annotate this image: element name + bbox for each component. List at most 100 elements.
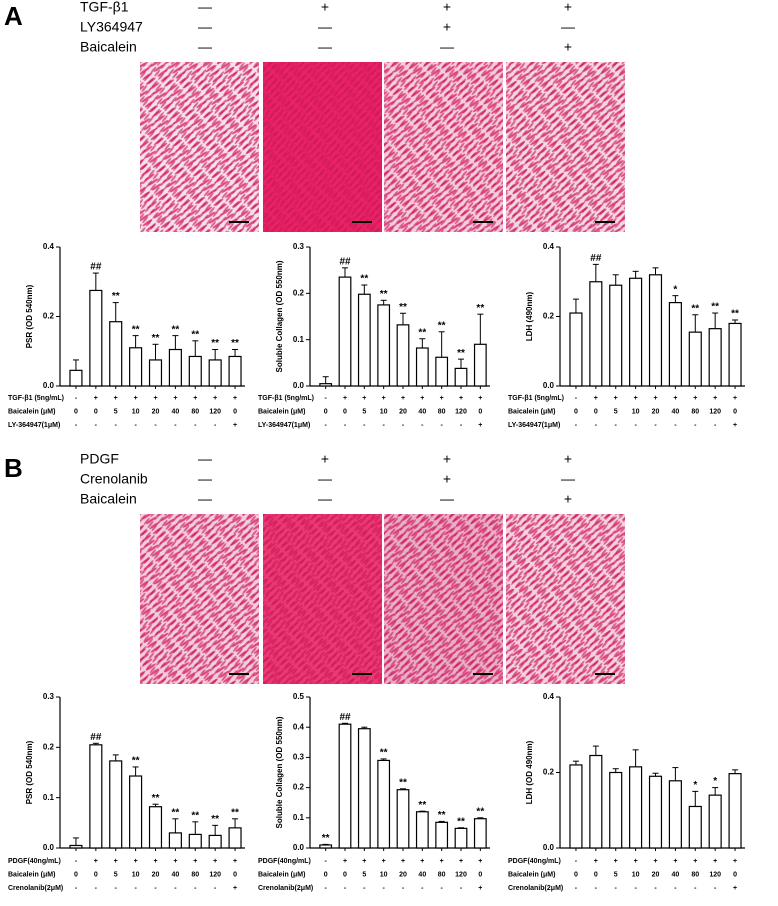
condition-cell: 0: [94, 408, 98, 415]
condition-cell: -: [595, 422, 598, 429]
condition-cell: +: [713, 395, 717, 402]
condition-cell: -: [214, 885, 217, 892]
bar: [668, 780, 682, 849]
treatment-sign: —: [198, 491, 212, 507]
condition-cell: +: [134, 395, 138, 402]
condition-label: PDGF(40ng/mL): [508, 858, 561, 865]
condition-cell: -: [654, 422, 657, 429]
bar: [473, 818, 487, 849]
condition-cell: +: [173, 395, 177, 402]
treatment-sign: +: [564, 39, 572, 55]
condition-cell: 80: [191, 408, 199, 415]
bar: [377, 304, 391, 387]
y-axis-label: PSR (OD 540nm): [25, 740, 34, 804]
y-axis-label: Soluble Collagen (OD 550nm): [275, 716, 284, 828]
condition-cell: -: [460, 422, 463, 429]
treatment-sign: +: [443, 451, 451, 467]
bar: [208, 834, 222, 849]
treatment-sign: +: [564, 0, 572, 15]
condition-cell: -: [95, 422, 98, 429]
micrograph: [506, 514, 625, 684]
condition-cell: +: [382, 395, 386, 402]
condition-cell: -: [575, 422, 578, 429]
significance: **: [457, 816, 465, 827]
condition-cell: +: [233, 885, 237, 892]
significance: *: [673, 284, 677, 295]
y-tick-label: 0.2: [543, 312, 555, 321]
bar: [629, 766, 643, 849]
bar: [338, 276, 352, 387]
significance: ##: [339, 256, 351, 267]
condition-cell: -: [575, 885, 578, 892]
condition-cell: +: [653, 858, 657, 865]
treatment-sign: —: [318, 19, 332, 35]
treatment-name: Baicalein: [80, 491, 137, 507]
treatment-sign: —: [318, 491, 332, 507]
significance: *: [713, 776, 717, 787]
condition-cell: 0: [574, 871, 578, 878]
condition-label: Baicalein (μM): [258, 871, 305, 878]
bar: [648, 274, 663, 387]
condition-cell: 0: [574, 408, 578, 415]
condition-cell: -: [440, 422, 443, 429]
condition-cell: -: [115, 422, 118, 429]
y-axis-label: LDH (490nm): [525, 291, 534, 341]
y-tick-label: 0.5: [293, 692, 305, 701]
condition-cell: +: [614, 395, 618, 402]
condition-cell: 10: [380, 408, 388, 415]
bar: [228, 355, 242, 387]
bar: [589, 281, 603, 387]
condition-cell: +: [173, 858, 177, 865]
significance: **: [152, 333, 160, 344]
condition-cell: +: [213, 858, 217, 865]
condition-cell: -: [75, 885, 78, 892]
y-tick-label: 0.1: [43, 793, 55, 802]
significance: **: [191, 329, 199, 340]
significance: **: [457, 348, 465, 359]
condition-cell: -: [154, 422, 157, 429]
bar: [168, 348, 182, 387]
treatment-sign: +: [564, 451, 572, 467]
condition-cell: -: [134, 422, 137, 429]
micrograph: [263, 62, 382, 232]
condition-cell: -: [324, 858, 327, 865]
significance: **: [731, 309, 739, 320]
bar: [648, 775, 663, 849]
treatment-sign: —: [561, 471, 575, 487]
condition-cell: 40: [171, 408, 179, 415]
condition-cell: 5: [362, 871, 366, 878]
bar: [609, 284, 623, 387]
condition-cell: -: [95, 885, 98, 892]
condition-cell: 0: [343, 871, 347, 878]
condition-label: TGF-β1 (5ng/mL): [258, 395, 314, 402]
condition-cell: 10: [132, 408, 140, 415]
bar: [319, 844, 333, 849]
condition-cell: +: [114, 395, 118, 402]
treatment-sign: —: [440, 491, 454, 507]
condition-cell: -: [694, 422, 697, 429]
bar: [319, 383, 333, 387]
condition-cell: 120: [209, 408, 221, 415]
significance: **: [191, 810, 199, 821]
condition-cell: 0: [594, 408, 598, 415]
condition-cell: -: [115, 885, 118, 892]
condition-cell: -: [714, 885, 717, 892]
condition-cell: 0: [324, 871, 328, 878]
y-axis-label: LDH (OD 490nm): [525, 740, 534, 804]
bar: [129, 347, 143, 387]
condition-cell: -: [654, 885, 657, 892]
bar: [148, 806, 163, 849]
significance: *: [693, 780, 697, 791]
condition-cell: +: [634, 858, 638, 865]
condition-cell: -: [634, 422, 637, 429]
y-axis-label: Soluble Collagen (OD 550nm): [275, 260, 284, 372]
condition-cell: 40: [671, 408, 679, 415]
treatment-sign: +: [321, 451, 329, 467]
condition-cell: 5: [614, 408, 618, 415]
bar: [688, 331, 702, 387]
condition-cell: +: [420, 395, 424, 402]
condition-cell: 80: [691, 408, 699, 415]
y-tick-label: 0.2: [43, 312, 55, 321]
condition-cell: 0: [478, 871, 482, 878]
bar: [89, 744, 103, 849]
